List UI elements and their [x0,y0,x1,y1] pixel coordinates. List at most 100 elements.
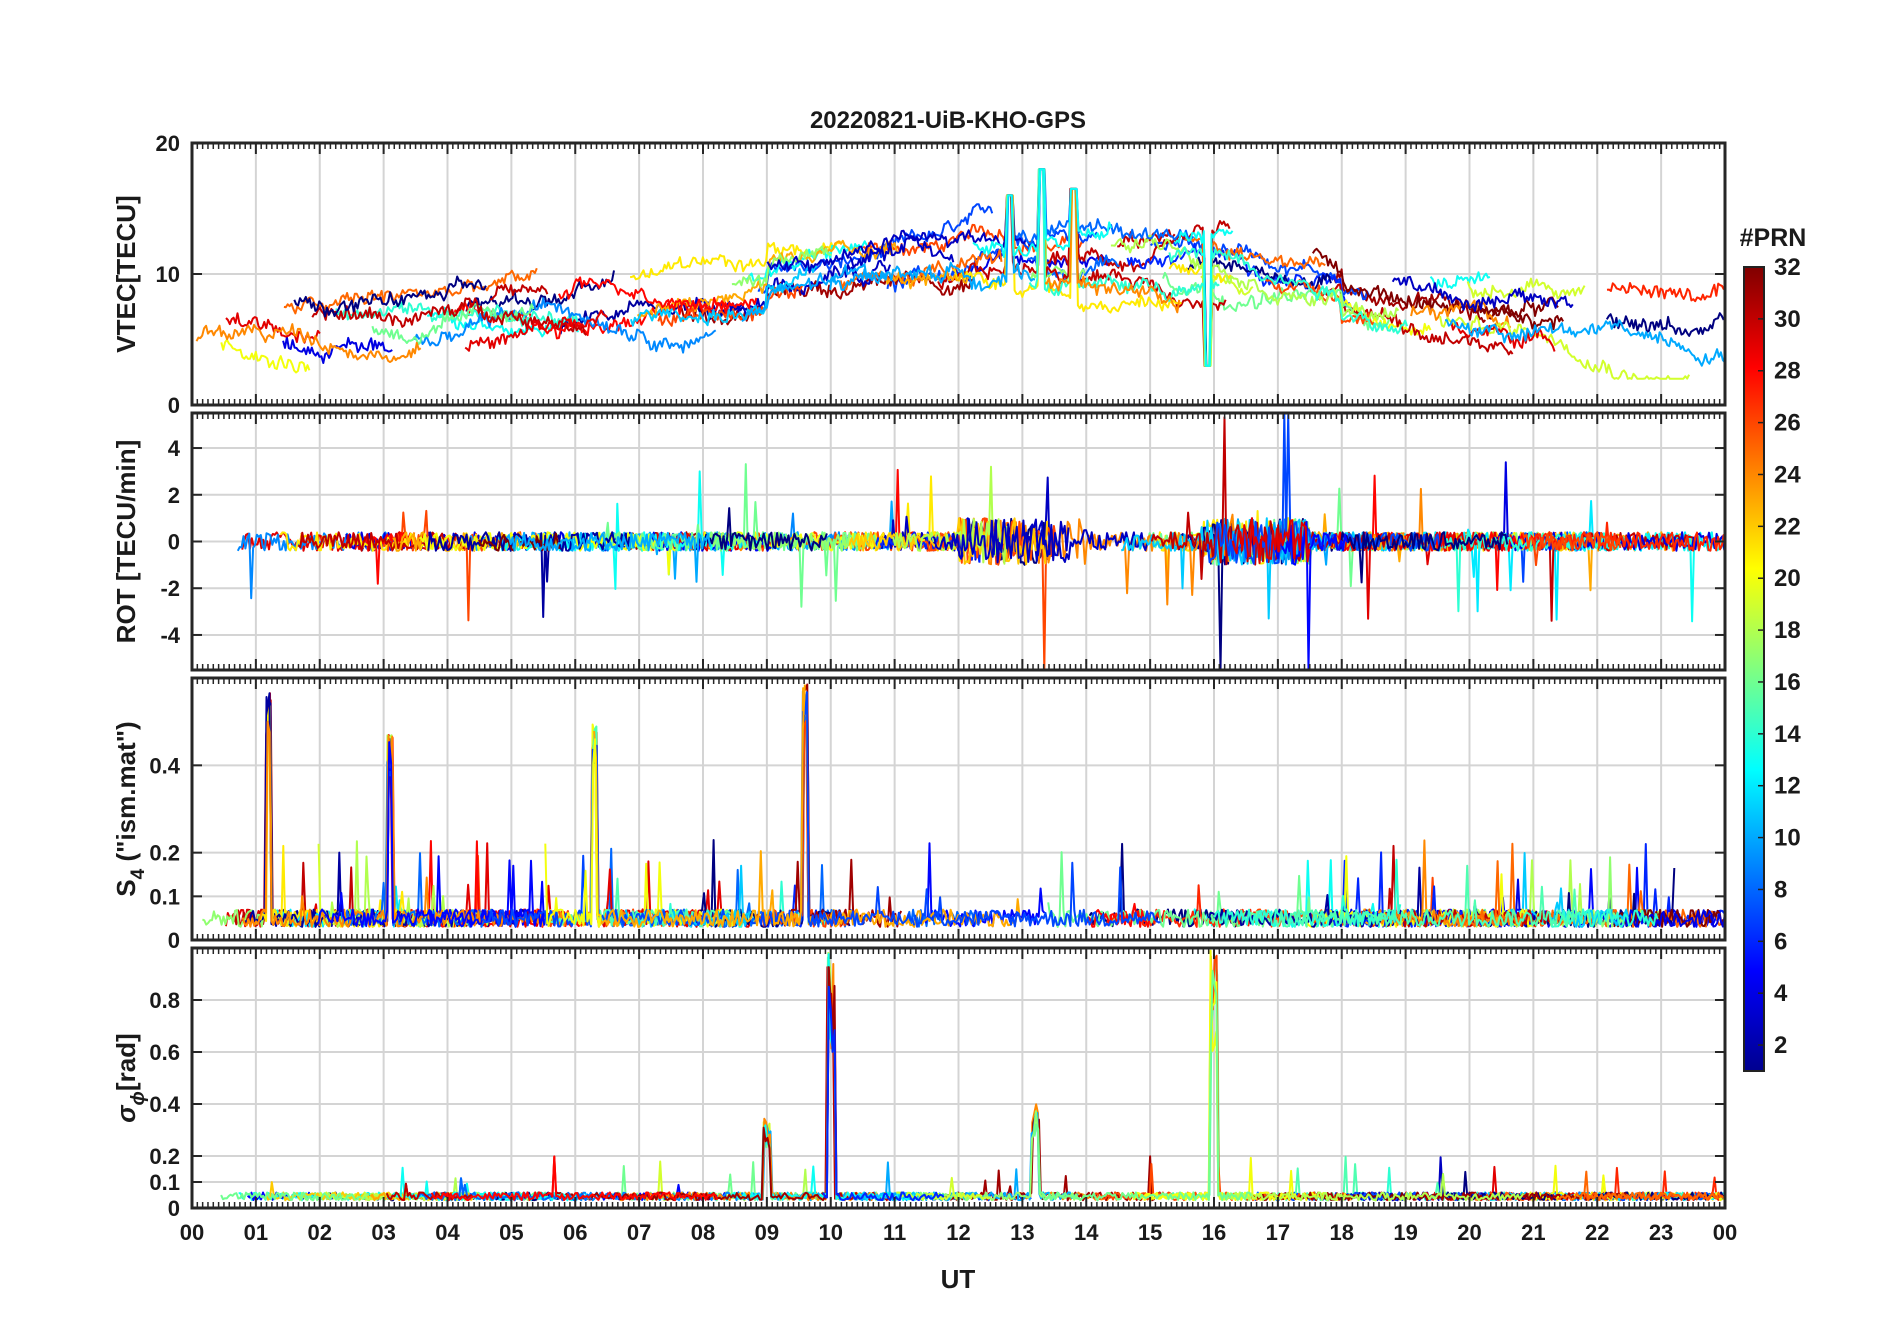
data-series-line [1531,521,1725,552]
data-series-line [1466,277,1586,300]
traces [202,683,1725,928]
y-tick-label: 0.4 [149,1092,180,1117]
colorbar-gradient [1743,266,1765,1072]
colorbar-label: #PRN [1740,224,1807,252]
traces [195,168,1725,380]
y-tick-label: 0 [168,530,180,555]
y-tick-label: 0 [168,393,180,418]
colorbar-tick-label: 10 [1774,825,1801,852]
colorbar-tick-label: 8 [1774,876,1787,903]
traces [236,413,1725,670]
data-series-line [1429,271,1491,290]
y-axis-label-main: S [111,879,141,896]
y-tick-label: 0.4 [149,753,180,778]
x-axis-label: UT [941,1264,976,1294]
data-series-line [413,297,717,354]
data-series-line [1444,531,1607,613]
data-series-line [551,744,627,928]
data-series-line [952,168,1111,286]
x-tick-label: 20 [1457,1220,1481,1245]
data-series-line [1093,954,1357,1202]
data-series-line [283,267,538,315]
data-series-line [1110,234,1400,367]
data-series-line [489,283,549,301]
data-series-line [671,956,973,1202]
data-series-line [1521,531,1622,567]
colorbar-tick-label: 28 [1774,358,1801,385]
data-series-line [741,194,1036,322]
x-tick-label: 16 [1202,1220,1226,1245]
x-tick-label: 00 [1713,1220,1737,1245]
data-series-line [1445,318,1725,367]
data-series-line [464,309,608,352]
data-series-line [220,338,311,374]
data-series-line [311,297,587,336]
data-series-line [972,168,1113,258]
colorbar-tick-label: 22 [1774,513,1801,540]
x-tick-label: 01 [244,1220,268,1245]
colorbar-tick-label: 26 [1774,410,1801,437]
y-axis-label: σϕ[rad] [111,1033,149,1122]
x-tick-labels: 00 01 02 03 04 05 06 07 08 09 10 11 12 13 14 15 16 17 18 19… [180,1220,1737,1245]
x-tick-label: 21 [1521,1220,1545,1245]
data-series-line [282,336,393,364]
data-series-line [1605,312,1725,337]
x-tick-label: 19 [1393,1220,1417,1245]
y-tick-label: 10 [156,262,180,287]
data-series-line [496,470,768,590]
data-series-line [731,245,832,288]
y-tick-label: 0.6 [149,1040,180,1065]
data-series-line [1311,247,1559,320]
data-series-line [593,684,806,928]
x-tick-label: 07 [627,1220,651,1245]
data-series-line [481,744,726,928]
x-tick-label: 23 [1649,1220,1673,1245]
y-axis-label-main: σ [111,1104,141,1123]
colorbar-tick-label: 4 [1774,980,1788,1007]
data-series-line [932,518,1070,564]
data-series-line [1274,864,1578,928]
x-tick-label: 11 [883,1220,906,1245]
x-tick-label: 18 [1330,1220,1354,1245]
data-series-line [552,966,841,1202]
y-tick-label: -2 [160,576,180,601]
colorbar-tick-label: 6 [1774,928,1787,955]
data-series-line [220,1191,369,1202]
x-tick-label: 13 [1010,1220,1034,1245]
x-tick-label: 22 [1585,1220,1609,1245]
data-series-line [195,323,422,363]
data-series-line [1439,315,1690,380]
x-tick-label: 02 [308,1220,332,1245]
x-tick-label: 06 [563,1220,587,1245]
data-series-line [1557,1170,1725,1202]
y-axis-label: VTEC[TECU] [111,195,141,352]
colorbar-tick-label: 16 [1774,669,1801,696]
data-series-line [914,861,1161,928]
data-series-line [820,966,891,1202]
data-series-line [1477,304,1564,331]
data-series-line [202,714,315,928]
data-series-line [1606,282,1725,303]
y-tick-label: 0.1 [149,884,180,909]
data-series-line [952,168,1183,314]
x-tick-label: 00 [180,1220,204,1245]
x-tick-label: 08 [691,1220,715,1245]
x-tick-label: 05 [499,1220,523,1245]
data-series-line [822,985,945,1202]
data-series-line [1028,168,1220,367]
y-axis-label-subscript: ϕ [128,1091,149,1105]
y-tick-label: 0 [168,1196,180,1221]
y-axis-label-subscript: 4 [128,868,149,879]
y-tick-label: 0 [168,928,180,953]
data-series-line [882,271,969,290]
data-series-line [896,1176,991,1201]
panel-vtec: 0 10 20 VTEC[TECU] [111,131,1727,418]
y-tick-label: -4 [160,623,180,648]
data-series-line [1450,321,1556,352]
chart-title: 20220821-UiB-KHO-GPS [810,107,1086,134]
y-tick-label: 4 [168,436,181,461]
data-series-line [1391,275,1574,312]
data-series-line [558,276,758,315]
data-series-line [372,734,520,928]
